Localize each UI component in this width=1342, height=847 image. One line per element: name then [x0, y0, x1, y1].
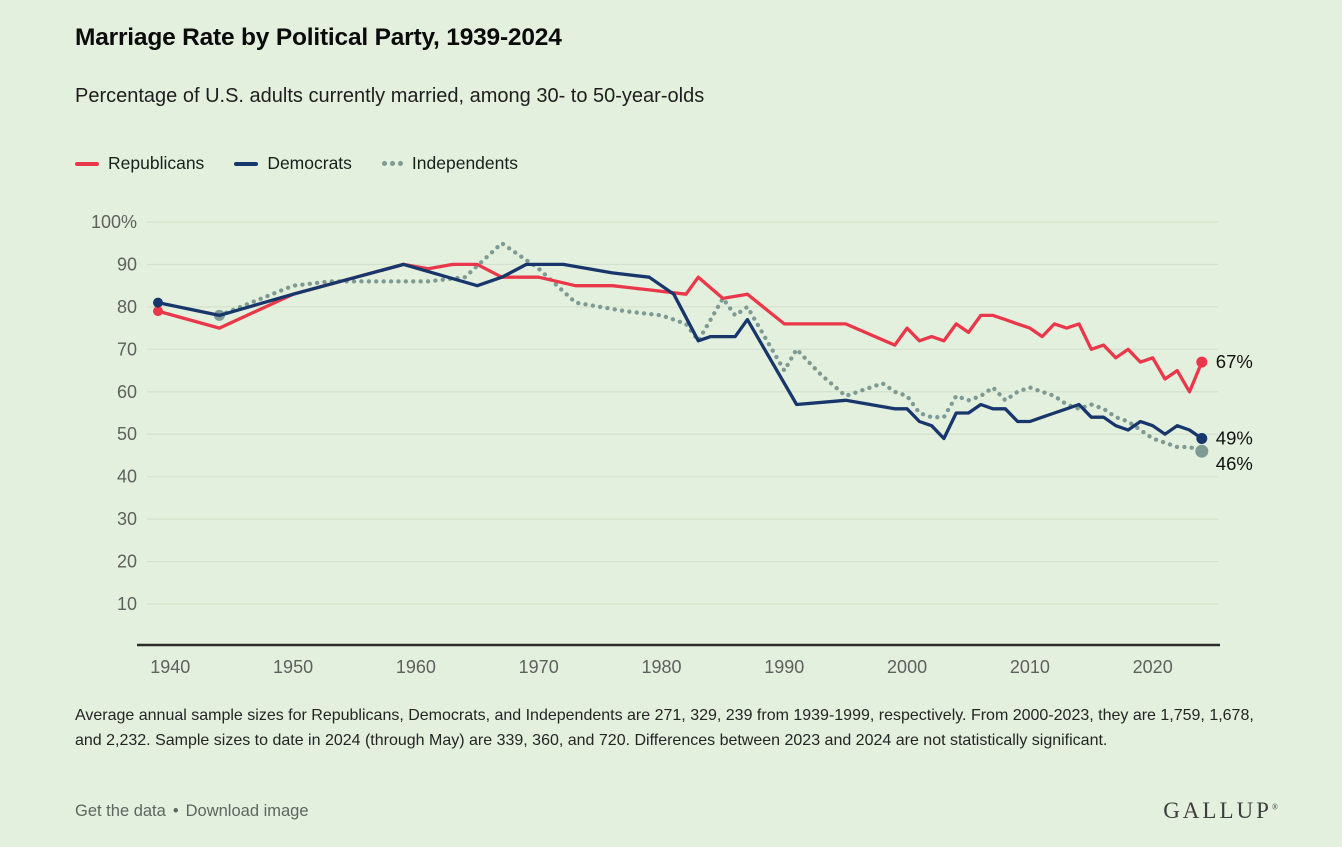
start-dot-democrats: [153, 297, 163, 308]
legend-label-republicans: Republicans: [108, 153, 205, 173]
x-tick-label-2020: 2020: [1133, 657, 1173, 677]
y-tick-label-60: 60: [117, 382, 137, 402]
end-label-independents: 46%: [1216, 453, 1253, 474]
y-tick-label-70: 70: [117, 339, 137, 359]
chart-subtitle: Percentage of U.S. adults currently marr…: [75, 85, 705, 107]
series-path-republicans: [156, 262, 1204, 394]
footer-links: Get the data • Download image: [75, 802, 309, 821]
end-dot-democrats: [1196, 432, 1208, 444]
series-path-democrats: [156, 262, 1204, 441]
start-dot-republicans: [153, 306, 163, 317]
y-tick-label-30: 30: [117, 509, 137, 529]
page-title: Marriage Rate by Political Party, 1939-2…: [75, 24, 562, 51]
footnote: Average annual sample sizes for Republic…: [75, 707, 1254, 749]
get-the-data-link[interactable]: Get the data: [75, 801, 166, 820]
y-tick-label-10: 10: [117, 594, 137, 614]
y-tick-label-80: 80: [117, 297, 137, 317]
legend-label-independents: Independents: [411, 153, 518, 173]
download-image-link[interactable]: Download image: [185, 801, 309, 820]
x-tick-label-1950: 1950: [273, 657, 313, 677]
democrats-line-swatch-icon: [234, 161, 259, 166]
legend: Republicans Democrats Independents: [75, 153, 518, 174]
independents-dots-swatch-icon: [381, 161, 403, 166]
series-path-independents: [217, 241, 1204, 454]
x-tick-label-1960: 1960: [396, 657, 436, 677]
x-tick-label-1980: 1980: [641, 657, 681, 677]
footer: Get the data • Download image GALLUP®: [75, 798, 1278, 824]
legend-item-independents: Independents: [381, 153, 518, 174]
x-tick-label-1970: 1970: [519, 657, 559, 677]
end-dot-independents: [1195, 444, 1209, 458]
end-label-republicans: 67%: [1216, 351, 1253, 372]
y-tick-label-40: 40: [117, 467, 137, 487]
legend-item-republicans: Republicans: [75, 153, 204, 174]
x-tick-label-1940: 1940: [150, 657, 190, 677]
legend-item-democrats: Democrats: [234, 153, 352, 174]
x-tick-label-2000: 2000: [887, 657, 927, 677]
footer-separator: •: [172, 801, 179, 820]
y-tick-label-20: 20: [117, 552, 137, 572]
x-tick-label-2010: 2010: [1010, 657, 1050, 677]
end-label-democrats: 49%: [1216, 427, 1253, 448]
republicans-line-swatch-icon: [75, 161, 99, 166]
legend-label-democrats: Democrats: [267, 153, 352, 173]
y-tick-label-100: 100%: [91, 212, 137, 232]
gallup-logo: GALLUP®: [1163, 798, 1278, 823]
y-tick-label-50: 50: [117, 424, 137, 444]
y-tick-label-90: 90: [117, 254, 137, 274]
end-dot-republicans: [1196, 356, 1208, 368]
x-tick-label-1990: 1990: [764, 657, 804, 677]
